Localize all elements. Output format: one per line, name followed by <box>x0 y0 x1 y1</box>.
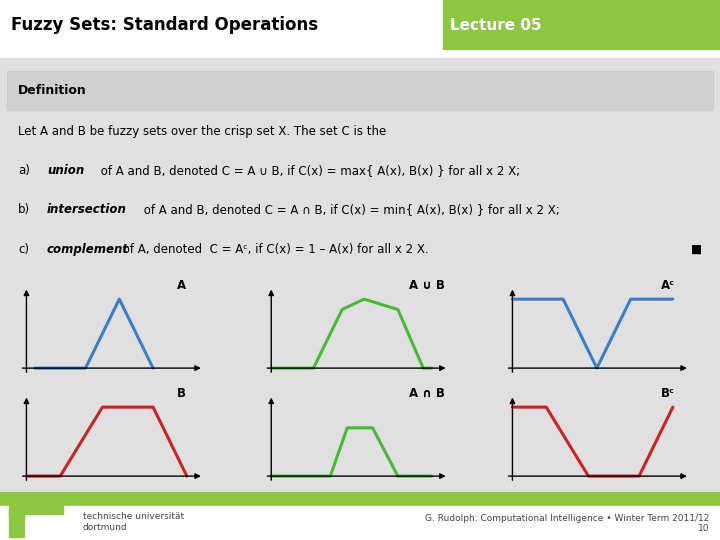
Bar <box>0 0 443 50</box>
Text: intersection: intersection <box>47 204 127 217</box>
Bar <box>9 503 63 514</box>
Text: technische universität
dortmund: technische universität dortmund <box>83 512 184 532</box>
Text: of A and B, denoted C = A ∪ B, if C(x) = max{ A(x), B(x) } for all x 2 X;: of A and B, denoted C = A ∪ B, if C(x) =… <box>97 164 521 177</box>
Text: of A, denoted  C = Aᶜ, if C(x) = 1 – A(x) for all x 2 X.: of A, denoted C = Aᶜ, if C(x) = 1 – A(x)… <box>119 242 428 255</box>
Bar <box>7 71 713 110</box>
Bar <box>0 492 720 506</box>
Text: A: A <box>177 279 186 292</box>
Text: Bᶜ: Bᶜ <box>661 387 675 400</box>
Text: A ∪ B: A ∪ B <box>409 279 444 292</box>
Text: B: B <box>177 387 186 400</box>
Text: a): a) <box>18 164 30 177</box>
Text: b): b) <box>18 204 30 217</box>
Text: ■: ■ <box>691 242 702 255</box>
Text: Definition: Definition <box>18 84 86 97</box>
Text: Fuzzy Sets: Standard Operations: Fuzzy Sets: Standard Operations <box>11 16 318 34</box>
Bar <box>443 0 720 50</box>
Text: G. Rudolph: Computational Intelligence • Winter Term 2011/12
10: G. Rudolph: Computational Intelligence •… <box>425 514 709 533</box>
Bar <box>0 506 720 540</box>
Text: c): c) <box>18 242 29 255</box>
Text: A ∩ B: A ∩ B <box>409 387 444 400</box>
Text: Lecture 05: Lecture 05 <box>450 18 541 32</box>
Bar <box>9 510 24 537</box>
Text: of A and B, denoted C = A ∩ B, if C(x) = min{ A(x), B(x) } for all x 2 X;: of A and B, denoted C = A ∩ B, if C(x) =… <box>140 204 560 217</box>
Text: complement: complement <box>47 242 129 255</box>
Text: Let A and B be fuzzy sets over the crisp set X. The set C is the: Let A and B be fuzzy sets over the crisp… <box>18 125 386 138</box>
Text: Aᶜ: Aᶜ <box>661 279 675 292</box>
Text: union: union <box>47 164 84 177</box>
